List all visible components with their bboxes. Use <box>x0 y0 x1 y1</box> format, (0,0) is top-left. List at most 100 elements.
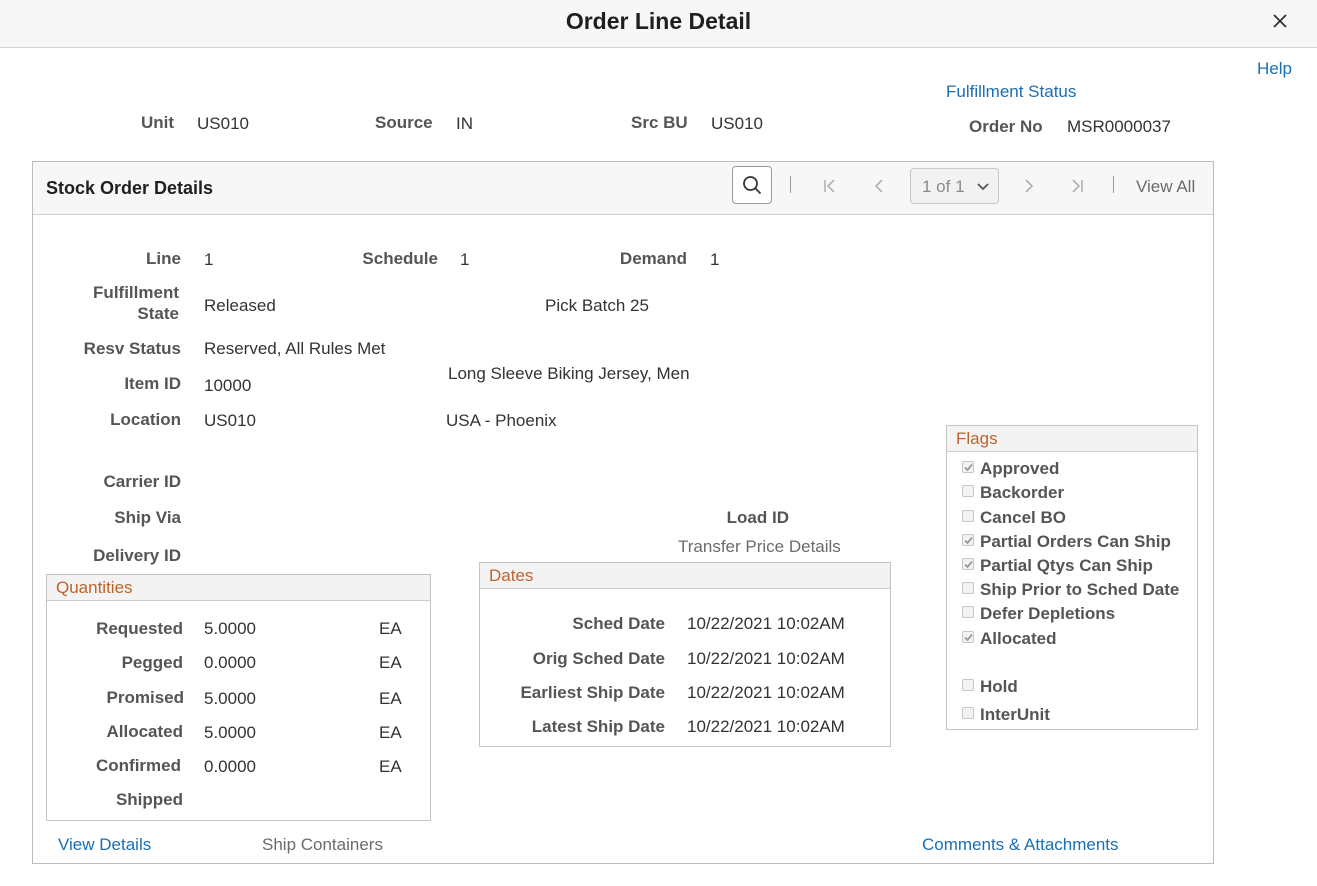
dates-title: Dates <box>489 566 534 585</box>
close-button[interactable] <box>1266 7 1294 35</box>
demand-label: Demand <box>619 249 687 268</box>
location-description: USA - Phoenix <box>446 411 557 430</box>
checkmark-icon <box>964 633 973 642</box>
previous-button[interactable] <box>865 172 895 200</box>
toolbar-divider <box>790 176 791 193</box>
flag-checkbox[interactable] <box>962 582 974 594</box>
comments-attachments-link[interactable]: Comments & Attachments <box>922 835 1119 854</box>
flag-checkbox[interactable] <box>962 631 974 643</box>
toolbar-divider <box>1113 176 1114 193</box>
dates-group: Dates <box>479 562 891 747</box>
order-no-label: Order No <box>969 117 1043 136</box>
load-id-label: Load ID <box>726 508 789 527</box>
page-indicator: 1 of 1 <box>922 177 965 196</box>
checkmark-icon <box>964 560 973 569</box>
fulfillment-status-link[interactable]: Fulfillment Status <box>946 82 1077 101</box>
date-value: 10/22/2021 10:02AM <box>687 649 845 668</box>
date-value: 10/22/2021 10:02AM <box>687 683 845 702</box>
page-select[interactable]: 1 of 1 <box>910 168 999 204</box>
flag-checkbox[interactable] <box>962 679 974 691</box>
first-page-button[interactable] <box>815 172 845 200</box>
first-page-icon <box>824 179 835 193</box>
next-icon <box>1025 179 1034 193</box>
unit-value: US010 <box>197 114 249 133</box>
quantity-value: 5.0000 <box>204 619 256 638</box>
quantity-label: Pegged <box>121 653 183 672</box>
search-button[interactable] <box>732 166 772 204</box>
flag-label: Partial Qtys Can Ship <box>980 556 1153 575</box>
flags-title: Flags <box>956 429 998 448</box>
item-description: Long Sleeve Biking Jersey, Men <box>448 364 690 383</box>
quantity-value: 5.0000 <box>204 689 256 708</box>
quantity-label: Shipped <box>115 790 183 809</box>
close-icon <box>1273 14 1287 28</box>
carrier-id-label: Carrier ID <box>103 472 181 491</box>
stock-order-details-panel: Stock Order Details 1 of 1 <box>32 161 1214 864</box>
flag-label: Backorder <box>980 483 1065 502</box>
flag-label: Cancel BO <box>980 508 1066 527</box>
quantity-label: Confirmed <box>96 756 181 775</box>
location-label: Location <box>110 410 181 429</box>
quantity-uom: EA <box>379 619 402 638</box>
item-id-value: 10000 <box>204 376 252 395</box>
view-details-link[interactable]: View Details <box>58 835 152 854</box>
date-label: Orig Sched Date <box>532 649 665 668</box>
location-value: US010 <box>204 411 256 430</box>
flag-label: InterUnit <box>980 705 1050 724</box>
delivery-id-label: Delivery ID <box>93 546 181 565</box>
src-bu-value: US010 <box>711 114 763 133</box>
line-value: 1 <box>204 250 214 269</box>
resv-status-label: Resv Status <box>83 339 181 358</box>
checkmark-icon <box>964 536 973 545</box>
quantity-label: Allocated <box>106 722 183 741</box>
src-bu-label: Src BU <box>631 113 688 132</box>
date-value: 10/22/2021 10:02AM <box>687 614 845 633</box>
flag-checkbox[interactable] <box>962 510 974 522</box>
help-link[interactable]: Help <box>1257 59 1292 78</box>
order-no-value: MSR0000037 <box>1067 117 1171 136</box>
flag-checkbox[interactable] <box>962 534 974 546</box>
ship-via-label: Ship Via <box>114 508 181 527</box>
last-page-button[interactable] <box>1062 172 1092 200</box>
modal-title: Order Line Detail <box>565 8 752 34</box>
flag-checkbox[interactable] <box>962 485 974 497</box>
fulfillment-state-value: Released <box>204 296 276 315</box>
modal-header: Order Line Detail <box>0 0 1317 48</box>
next-button[interactable] <box>1013 172 1043 200</box>
quantities-title: Quantities <box>56 578 133 597</box>
flag-label: Hold <box>980 677 1018 696</box>
flag-checkbox[interactable] <box>962 461 974 473</box>
flags-group: Flags <box>946 425 1198 730</box>
dates-header: Dates <box>480 563 890 589</box>
quantity-uom: EA <box>379 689 402 708</box>
chevron-down-icon <box>977 183 989 191</box>
last-page-icon <box>1072 179 1083 193</box>
ship-containers-link[interactable]: Ship Containers <box>262 835 383 854</box>
quantity-value: 5.0000 <box>204 723 256 742</box>
fulfillment-state-label-2: State <box>137 304 179 323</box>
source-label: Source <box>375 113 433 132</box>
quantity-label: Requested <box>96 619 183 638</box>
flags-header: Flags <box>947 426 1197 452</box>
line-label: Line <box>146 249 181 268</box>
view-all-link[interactable]: View All <box>1136 177 1196 196</box>
date-label: Earliest Ship Date <box>520 683 665 702</box>
schedule-value: 1 <box>460 250 470 269</box>
quantity-label: Promised <box>106 688 184 707</box>
transfer-price-details-link[interactable]: Transfer Price Details <box>678 537 841 556</box>
previous-icon <box>874 179 883 193</box>
quantity-uom: EA <box>379 757 402 776</box>
item-id-label: Item ID <box>124 374 181 393</box>
date-label: Sched Date <box>572 614 665 633</box>
demand-value: 1 <box>710 250 720 269</box>
flag-checkbox[interactable] <box>962 707 974 719</box>
panel-title: Stock Order Details <box>46 178 214 198</box>
flag-label: Ship Prior to Sched Date <box>980 580 1180 599</box>
flag-label: Defer Depletions <box>980 604 1116 623</box>
quantity-uom: EA <box>379 653 402 672</box>
unit-label: Unit <box>141 113 175 132</box>
flag-checkbox[interactable] <box>962 606 974 618</box>
flag-label: Approved <box>980 459 1060 478</box>
date-label: Latest Ship Date <box>531 717 665 736</box>
flag-checkbox[interactable] <box>962 558 974 570</box>
